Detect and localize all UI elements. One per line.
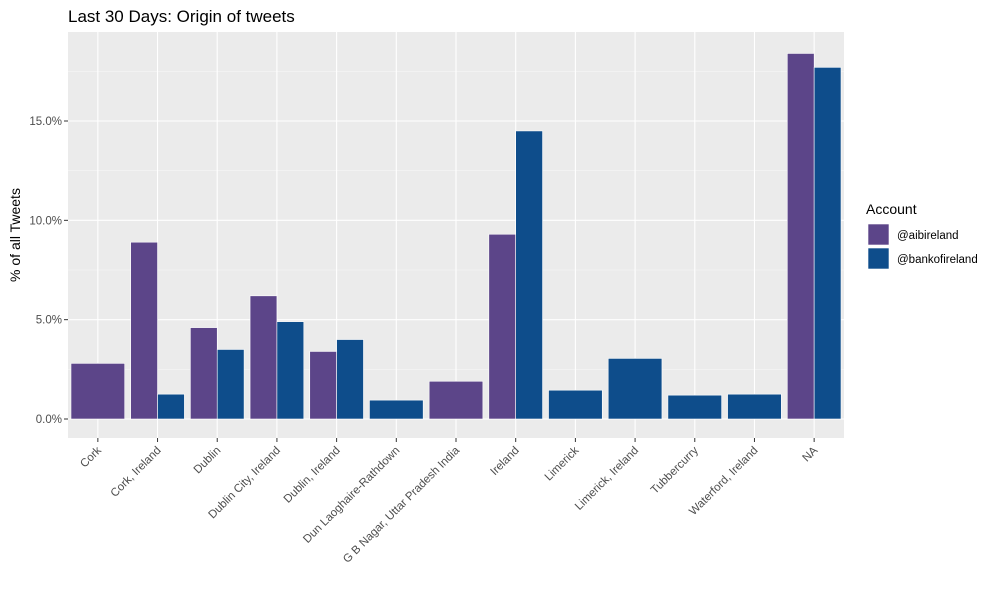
bar-aibireland bbox=[428, 380, 484, 420]
x-tick-label: Tubbercurry bbox=[649, 444, 701, 496]
legend-key-aibireland bbox=[867, 223, 890, 246]
bar-aibireland bbox=[70, 363, 126, 420]
bar-bankofireland bbox=[667, 394, 722, 420]
x-tick-label: Limerick bbox=[543, 444, 582, 483]
legend-title: Account bbox=[866, 201, 917, 217]
bar-bankofireland bbox=[727, 393, 782, 420]
legend-label-aibireland: @aibireland bbox=[897, 230, 959, 242]
bar-bankofireland bbox=[369, 399, 424, 420]
y-axis-title: % of all Tweets bbox=[7, 188, 23, 282]
x-tick-label: G B Nagar, Uttar Pradesh India bbox=[341, 444, 462, 565]
bar-aibireland bbox=[249, 295, 278, 420]
bar-aibireland bbox=[309, 351, 337, 420]
bar-bankofireland bbox=[813, 67, 842, 420]
x-tick-label: Dublin, Ireland bbox=[282, 445, 343, 506]
x-tick-label: Dun Laoghaire-Rathdown bbox=[301, 445, 402, 546]
bar-bankofireland bbox=[276, 321, 305, 420]
bar-aibireland bbox=[786, 53, 815, 420]
y-tick-label: 0.0% bbox=[36, 414, 62, 426]
bar-bankofireland bbox=[548, 389, 603, 420]
y-tick-label: 5.0% bbox=[36, 315, 62, 327]
bar-aibireland bbox=[488, 233, 516, 420]
legend: Account @aibireland @bankofireland bbox=[866, 201, 978, 270]
bar-bankofireland bbox=[216, 349, 245, 420]
y-tick-label: 10.0% bbox=[29, 215, 62, 227]
bar-bankofireland bbox=[157, 393, 185, 420]
chart-title: Last 30 Days: Origin of tweets bbox=[68, 7, 295, 26]
x-tick-label: Limerick, Ireland bbox=[573, 445, 641, 513]
bar-bankofireland bbox=[515, 130, 543, 420]
y-tick-label: 15.0% bbox=[29, 116, 62, 128]
bars bbox=[70, 53, 842, 420]
x-tick-label: Ireland bbox=[488, 445, 521, 478]
bar-bankofireland bbox=[336, 339, 364, 420]
legend-key-bankofireland bbox=[867, 247, 890, 270]
bar-bankofireland bbox=[607, 358, 663, 420]
x-tick-label: Cork bbox=[78, 444, 104, 470]
y-axis-ticks: 0.0% 5.0% 10.0% 15.0% bbox=[29, 116, 68, 426]
bar-aibireland bbox=[190, 327, 218, 420]
legend-items: @aibireland @bankofireland bbox=[867, 223, 978, 270]
x-tick-label: Dublin bbox=[192, 445, 224, 477]
bar-aibireland bbox=[130, 241, 158, 420]
x-tick-label: NA bbox=[800, 444, 820, 464]
legend-label-bankofireland: @bankofireland bbox=[897, 254, 978, 266]
x-tick-label: Cork, Ireland bbox=[109, 445, 164, 500]
